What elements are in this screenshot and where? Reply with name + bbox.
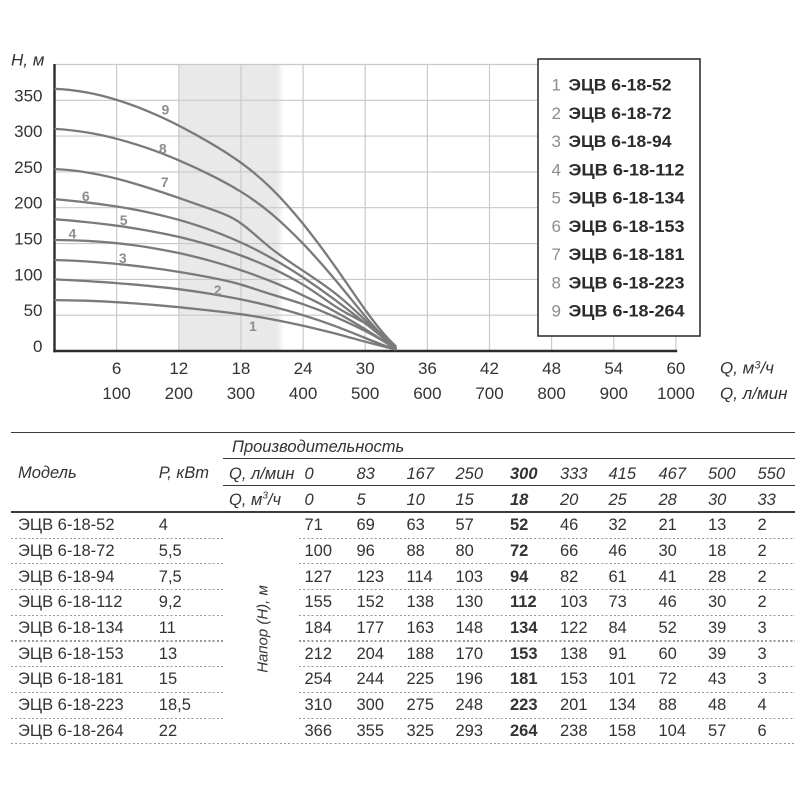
svg-text:7: 7: [161, 174, 169, 190]
svg-text:2: 2: [214, 282, 222, 298]
svg-text:300: 300: [227, 384, 255, 403]
svg-text:18: 18: [231, 359, 250, 378]
svg-text:7: 7: [552, 245, 561, 264]
svg-text:Q, л/мин: Q, л/мин: [720, 384, 788, 403]
svg-text:1000: 1000: [657, 384, 695, 403]
svg-text:6: 6: [552, 217, 561, 236]
svg-text:30: 30: [356, 359, 375, 378]
svg-text:ЭЦВ 6-18-264: ЭЦВ 6-18-264: [569, 302, 686, 321]
svg-text:1: 1: [552, 76, 561, 95]
svg-text:24: 24: [294, 359, 313, 378]
svg-text:900: 900: [600, 384, 628, 403]
svg-text:9: 9: [552, 302, 561, 321]
svg-text:100: 100: [102, 384, 130, 403]
svg-text:ЭЦВ 6-18-153: ЭЦВ 6-18-153: [569, 217, 685, 236]
svg-text:100: 100: [14, 265, 42, 284]
svg-text:200: 200: [165, 384, 193, 403]
svg-text:4: 4: [552, 160, 561, 179]
svg-text:50: 50: [24, 301, 43, 320]
svg-text:3: 3: [552, 132, 561, 151]
svg-text:42: 42: [480, 359, 499, 378]
svg-text:ЭЦВ 6-18-112: ЭЦВ 6-18-112: [569, 160, 685, 179]
svg-text:ЭЦВ 6-18-72: ЭЦВ 6-18-72: [569, 104, 672, 123]
svg-text:ЭЦВ 6-18-94: ЭЦВ 6-18-94: [569, 132, 673, 151]
svg-text:12: 12: [169, 359, 188, 378]
svg-text:5: 5: [552, 189, 561, 208]
svg-text:5: 5: [120, 212, 128, 228]
svg-text:ЭЦВ 6-18-52: ЭЦВ 6-18-52: [569, 76, 672, 95]
svg-text:6: 6: [112, 359, 121, 378]
svg-text:500: 500: [351, 384, 379, 403]
svg-text:8: 8: [159, 140, 167, 156]
svg-text:1: 1: [249, 318, 257, 334]
svg-text:150: 150: [14, 230, 42, 249]
svg-text:2: 2: [552, 104, 561, 123]
svg-text:48: 48: [542, 359, 561, 378]
svg-text:8: 8: [552, 274, 561, 293]
svg-text:ЭЦВ 6-18-134: ЭЦВ 6-18-134: [569, 189, 686, 208]
svg-text:H, м: H, м: [11, 51, 45, 70]
svg-text:3: 3: [119, 250, 127, 266]
svg-text:300: 300: [14, 122, 42, 141]
svg-text:400: 400: [289, 384, 317, 403]
svg-text:54: 54: [604, 359, 623, 378]
svg-text:200: 200: [14, 194, 42, 213]
svg-text:0: 0: [33, 337, 42, 356]
svg-text:60: 60: [666, 359, 685, 378]
svg-text:ЭЦВ 6-18-181: ЭЦВ 6-18-181: [569, 245, 685, 264]
svg-text:36: 36: [418, 359, 437, 378]
svg-text:Q, м3/ч: Q, м3/ч: [720, 359, 774, 378]
svg-text:600: 600: [413, 384, 441, 403]
svg-text:ЭЦВ 6-18-223: ЭЦВ 6-18-223: [569, 274, 685, 293]
svg-text:800: 800: [537, 384, 565, 403]
svg-text:700: 700: [475, 384, 503, 403]
svg-text:250: 250: [14, 158, 42, 177]
svg-text:6: 6: [82, 188, 90, 204]
svg-text:9: 9: [162, 102, 170, 118]
svg-text:4: 4: [69, 226, 77, 242]
svg-text:350: 350: [14, 86, 42, 105]
